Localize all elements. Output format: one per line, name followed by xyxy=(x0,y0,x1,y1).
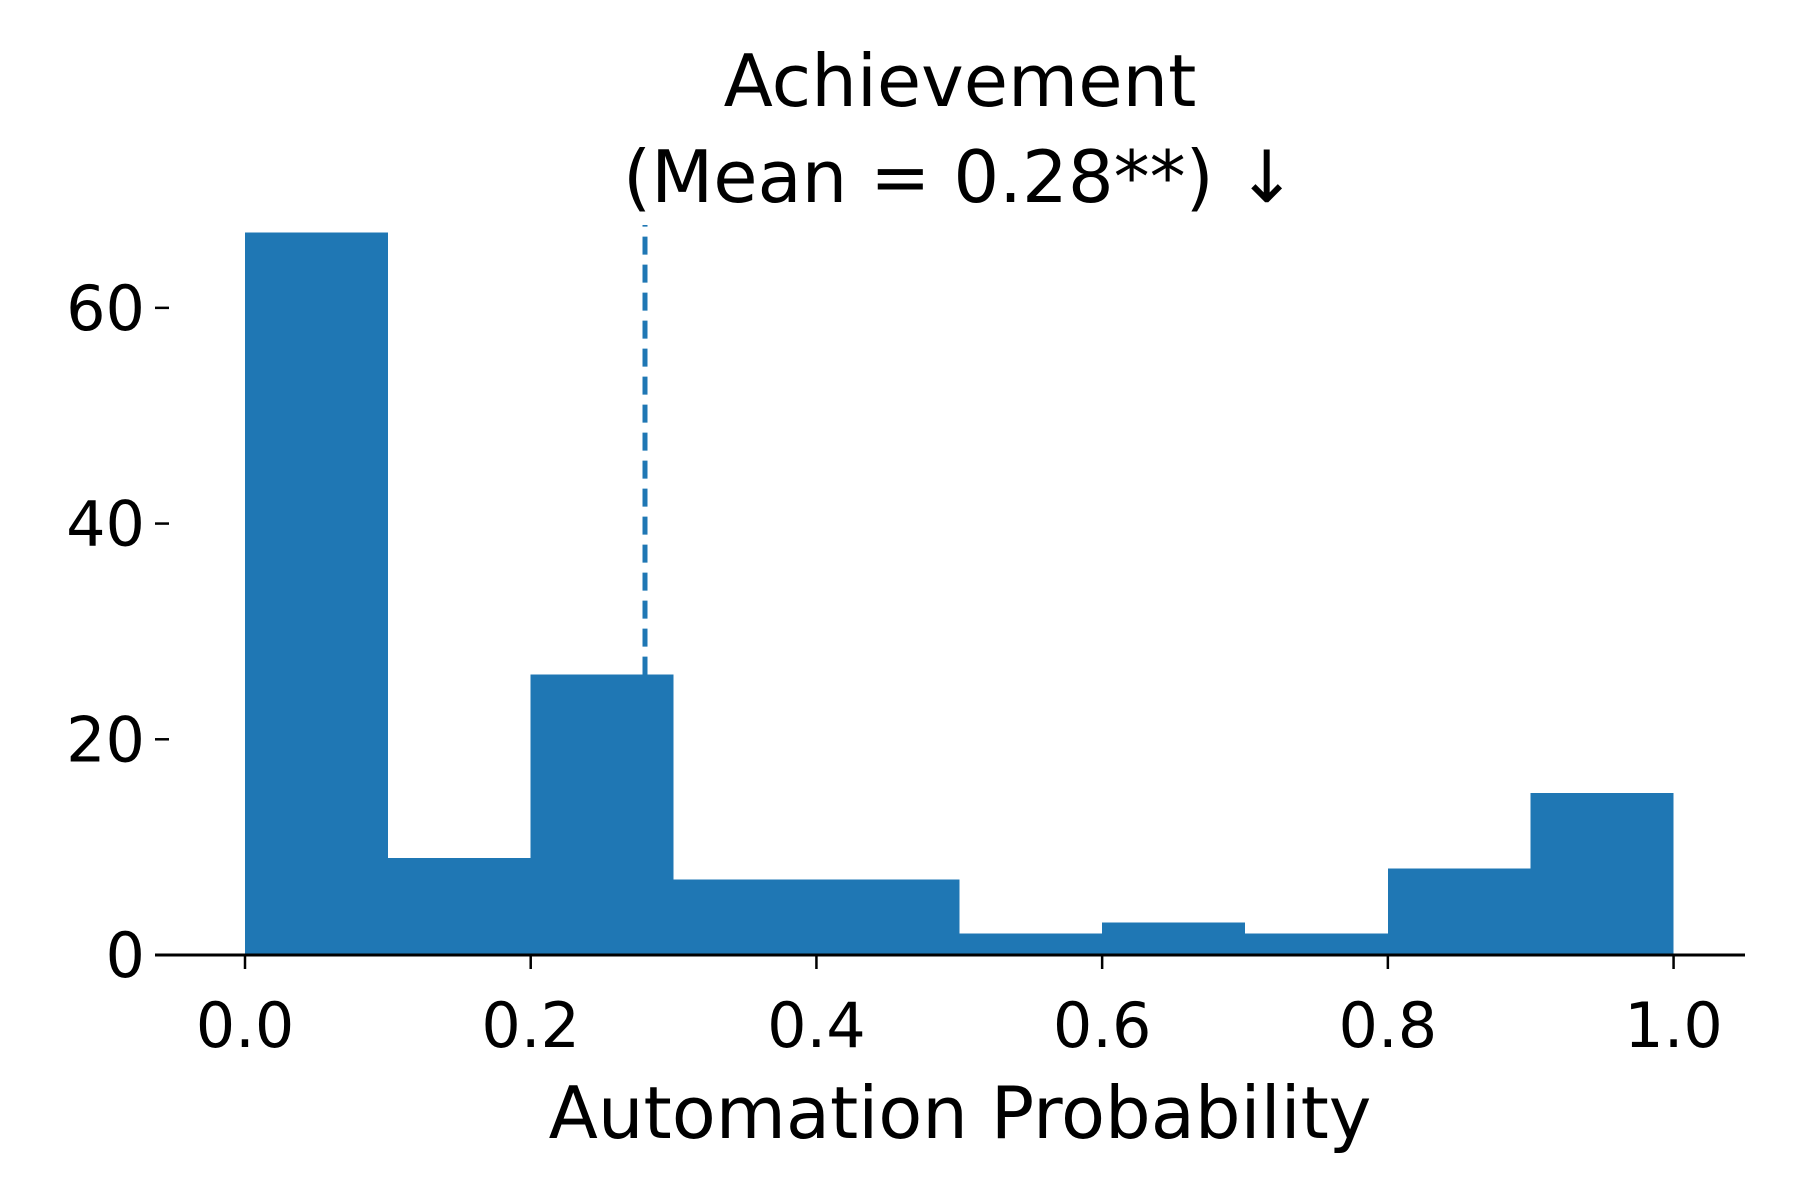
y-tick-label: 40 xyxy=(66,488,145,561)
histogram-bar xyxy=(816,879,960,955)
x-tick-label: 0.4 xyxy=(767,989,866,1062)
chart-subtitle: (Mean = 0.28**) ↓ xyxy=(623,135,1297,219)
histogram-bar xyxy=(673,879,817,955)
y-tick-label: 0 xyxy=(106,919,145,992)
histogram-bar xyxy=(1530,793,1674,955)
y-axis: 0 20 40 60 xyxy=(66,272,169,992)
x-axis-label: Automation Probability xyxy=(549,1071,1372,1155)
histogram-bar xyxy=(1387,868,1531,955)
x-tick-label: 0.8 xyxy=(1339,989,1438,1062)
histogram-bar xyxy=(959,933,1103,955)
x-tick-label: 0.6 xyxy=(1053,989,1152,1062)
y-tick-label: 60 xyxy=(66,272,145,345)
histogram-bars xyxy=(245,232,1674,955)
chart-title: Achievement xyxy=(724,39,1197,123)
x-tick-label: 0.2 xyxy=(481,989,580,1062)
histogram-bar xyxy=(530,674,674,955)
histogram-bar xyxy=(245,232,388,955)
histogram-bar xyxy=(1245,933,1388,955)
x-tick-label: 0.0 xyxy=(196,989,295,1062)
x-axis: 0.0 0.2 0.4 0.6 0.8 1.0 xyxy=(155,953,1745,1062)
x-tick-label: 1.0 xyxy=(1624,989,1723,1062)
y-tick-label: 20 xyxy=(66,703,145,776)
histogram-bar xyxy=(1102,922,1245,955)
histogram-bar xyxy=(387,857,531,955)
